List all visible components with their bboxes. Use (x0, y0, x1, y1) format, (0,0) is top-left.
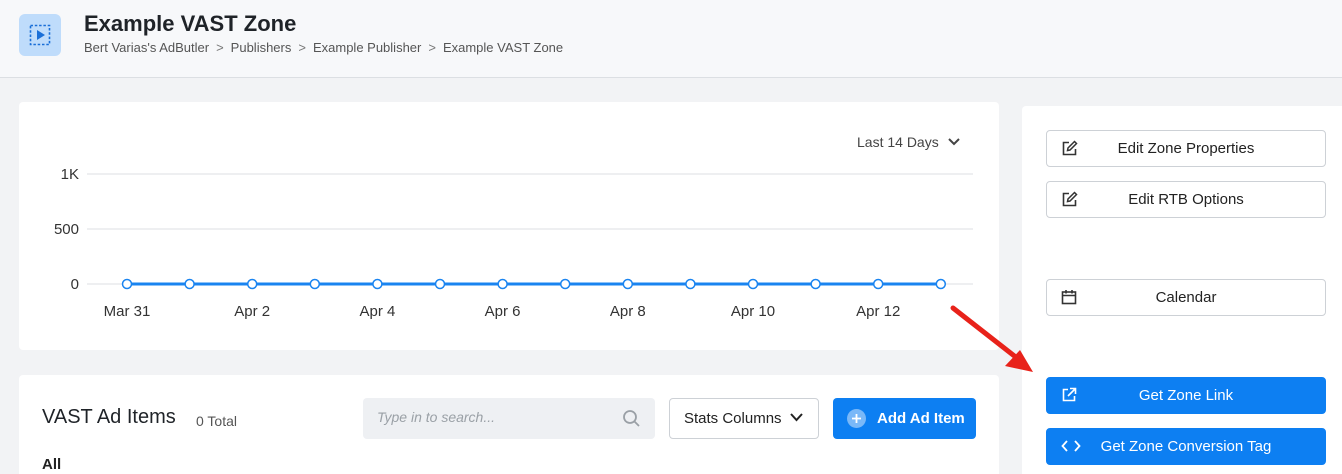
breadcrumb: Bert Varias's AdButler > Publishers > Ex… (84, 40, 563, 55)
date-range-label: Last 14 Days (857, 134, 939, 150)
chart-data-point[interactable] (872, 278, 884, 290)
chart-y-tick-label: 1K (61, 166, 79, 183)
chart-x-tick-label: Apr 10 (731, 303, 775, 320)
date-range-dropdown[interactable]: Last 14 Days (857, 134, 961, 150)
get-zone-conversion-tag-button[interactable]: Get Zone Conversion Tag (1046, 428, 1326, 465)
chart-data-point[interactable] (685, 278, 696, 290)
plus-icon (847, 409, 866, 428)
vast-zone-icon (19, 14, 61, 56)
edit-icon (1062, 140, 1078, 156)
breadcrumb-separator: > (298, 40, 306, 55)
code-icon (1061, 440, 1081, 452)
chart-data-point[interactable] (121, 278, 133, 290)
stats-chart-card: Last 14 Days 0 500 1K Mar 31 Apr 2 Apr 4 Apr 6… (19, 102, 999, 350)
get-zone-conversion-tag-label: Get Zone Conversion Tag (1100, 438, 1272, 455)
page-header: Example VAST Zone Bert Varias's AdButler… (0, 0, 1342, 78)
chart-data-point[interactable] (434, 278, 446, 290)
zone-actions-panel: Edit Zone Properties Edit RTB Options Ca… (1022, 106, 1342, 474)
chart-data-point[interactable] (497, 278, 508, 290)
chart-y-tick-label: 0 (71, 276, 79, 293)
chart-x-tick-label: Apr 12 (856, 303, 900, 320)
stats-line-chart: 0 500 1K Mar 31 Apr 2 Apr 4 Apr 6 Apr 8 Apr 10 Ap… (54, 166, 973, 320)
search-input[interactable] (377, 409, 607, 425)
calendar-icon (1061, 290, 1077, 305)
breadcrumb-separator: > (216, 40, 224, 55)
chart-x-tick-label: Apr 4 (359, 303, 395, 320)
edit-icon (1062, 191, 1078, 207)
breadcrumb-item-zone: Example VAST Zone (442, 40, 564, 55)
edit-rtb-options-button[interactable]: Edit RTB Options (1046, 181, 1326, 218)
breadcrumb-item-publisher[interactable]: Example Publisher (312, 40, 422, 55)
breadcrumb-item-account[interactable]: Bert Varias's AdButler (84, 40, 210, 55)
stats-columns-dropdown[interactable]: Stats Columns (669, 398, 819, 439)
ad-items-total: 0 Total (196, 413, 237, 429)
ad-items-search (363, 398, 655, 439)
chart-data-point[interactable] (622, 278, 634, 290)
chart-data-point[interactable] (309, 278, 321, 290)
chart-x-tick-label: Apr 6 (485, 303, 521, 320)
chart-data-point[interactable] (372, 278, 383, 290)
add-ad-item-label: Add Ad Item (877, 410, 965, 427)
chart-y-tick-label: 500 (54, 221, 79, 238)
breadcrumb-item-publishers[interactable]: Publishers (230, 40, 292, 55)
chart-data-point[interactable] (935, 278, 947, 290)
edit-zone-properties-label: Edit Zone Properties (1117, 140, 1255, 157)
ad-items-card: VAST Ad Items 0 Total Stats Columns Add … (19, 375, 999, 474)
edit-zone-properties-button[interactable]: Edit Zone Properties (1046, 130, 1326, 167)
chart-x-tick-label: Apr 2 (234, 303, 270, 320)
stats-columns-label: Stats Columns (684, 410, 782, 427)
edit-rtb-options-label: Edit RTB Options (1128, 191, 1244, 208)
chart-x-tick-label: Mar 31 (104, 303, 151, 320)
page-title: Example VAST Zone (84, 11, 297, 36)
chart-data-point[interactable] (747, 278, 759, 290)
get-zone-link-button[interactable]: Get Zone Link (1046, 377, 1326, 414)
chart-data-point[interactable] (810, 278, 821, 290)
chevron-down-icon (790, 413, 803, 422)
filter-all-tab[interactable]: All (42, 456, 62, 473)
get-zone-link-label: Get Zone Link (1138, 387, 1234, 404)
chart-data-point[interactable] (246, 278, 258, 290)
chevron-down-icon (948, 138, 960, 146)
annotation-arrow-icon (950, 305, 1033, 372)
external-link-icon (1062, 387, 1077, 402)
calendar-button[interactable]: Calendar (1046, 279, 1326, 316)
calendar-label: Calendar (1155, 289, 1217, 306)
chart-data-point[interactable] (184, 278, 195, 290)
chart-x-tick-label: Apr 8 (610, 303, 646, 320)
add-ad-item-button[interactable]: Add Ad Item (833, 398, 976, 439)
breadcrumb-separator: > (428, 40, 436, 55)
chart-data-point[interactable] (559, 278, 571, 290)
search-icon[interactable] (622, 409, 641, 428)
ad-items-title: VAST Ad Items (42, 406, 176, 428)
